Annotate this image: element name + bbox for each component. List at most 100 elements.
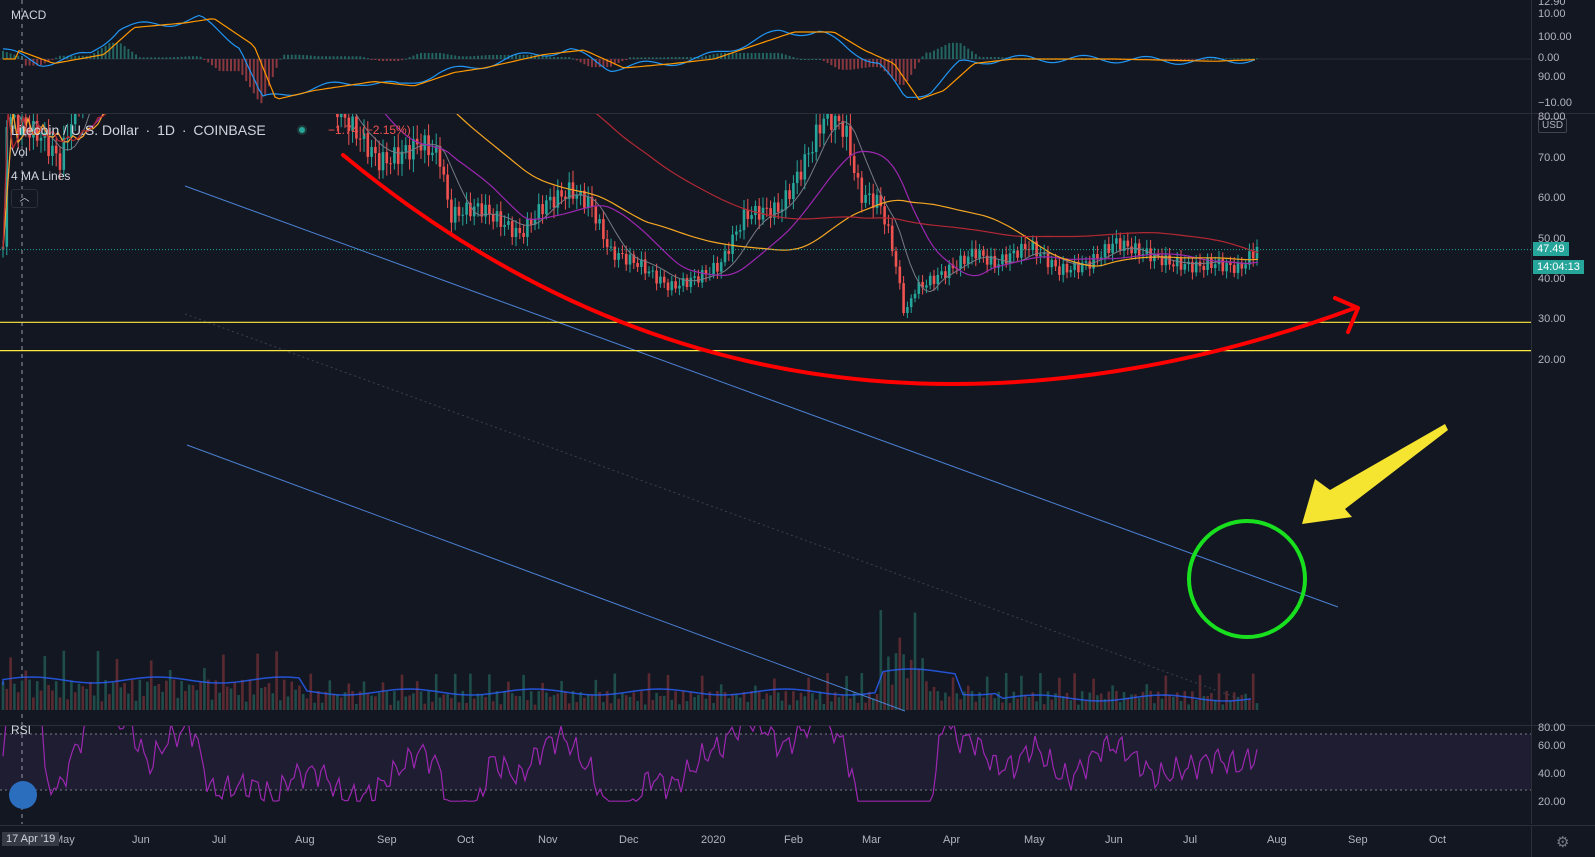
macd-histogram-bar xyxy=(340,56,343,59)
volume-bar xyxy=(925,681,928,710)
candle-body xyxy=(1001,254,1004,265)
volume-bar xyxy=(241,679,244,710)
volume-bar xyxy=(43,656,47,710)
candle-body xyxy=(799,171,803,180)
candle-body xyxy=(453,206,457,223)
macd-histogram-bar xyxy=(1001,57,1004,59)
time-axis-tick: Oct xyxy=(1429,834,1447,846)
gear-icon[interactable]: ⚙ xyxy=(1556,834,1570,851)
candle-body xyxy=(837,115,841,122)
volume-bar xyxy=(1134,694,1137,710)
candle-body xyxy=(966,256,970,264)
rsi-axis[interactable]: 80.00 60.00 40.00 20.00 xyxy=(1531,722,1595,824)
volume-bar xyxy=(666,675,670,710)
symbol-title[interactable]: Litecoin / U.S. Dollar · 1D · COINBASE xyxy=(11,122,266,138)
volume-bar xyxy=(826,673,829,710)
candle-body xyxy=(738,230,742,232)
macd-histogram-bar xyxy=(351,56,354,59)
volume-bar xyxy=(92,695,96,710)
chevron-up-icon[interactable]: ︿ xyxy=(11,189,38,208)
macd-histogram-bar xyxy=(746,52,749,59)
macd-histogram-bar xyxy=(1206,58,1209,60)
macd-histogram-bar xyxy=(423,52,426,59)
volume-bar xyxy=(244,701,248,710)
price-axis[interactable]: USD 160.00150.00140.00130.00120.00110.00… xyxy=(1531,0,1595,726)
volume-bar xyxy=(1111,685,1114,710)
volume-bar xyxy=(476,693,480,710)
volume-bar xyxy=(963,691,966,710)
channel-upper-line xyxy=(184,185,1339,608)
volume-bar xyxy=(845,675,848,710)
macd-histogram-bar xyxy=(731,52,734,59)
macd-histogram-bar xyxy=(712,54,715,59)
macd-histogram-bar xyxy=(883,59,886,72)
macd-histogram-bar xyxy=(830,59,833,66)
candle-body xyxy=(480,203,484,217)
volume-bar xyxy=(370,695,373,710)
macd-histogram-bar xyxy=(416,54,419,59)
candle-body xyxy=(670,281,674,291)
volume-bar xyxy=(697,694,700,710)
macd-histogram-bar xyxy=(157,57,160,59)
volume-bar xyxy=(533,704,537,710)
volume-bar xyxy=(423,703,427,710)
candle-body xyxy=(1054,259,1057,267)
volume-bar xyxy=(795,700,799,710)
volume-bar xyxy=(461,691,465,710)
candle-body xyxy=(567,182,571,199)
candle-body xyxy=(377,153,381,171)
volume-bar xyxy=(651,699,655,710)
macd-histogram-bar xyxy=(81,55,84,59)
volume-bar xyxy=(469,673,472,710)
macd-price-axis[interactable]: 12.90 10.00 0.00 −10.00 xyxy=(1531,0,1595,114)
candle-body xyxy=(814,124,818,153)
price-axis-tick: 60.00 xyxy=(1538,192,1566,205)
macd-histogram-bar xyxy=(686,56,688,59)
candle-body xyxy=(678,285,681,289)
currency-badge[interactable]: USD xyxy=(1538,118,1568,133)
rsi-pane[interactable]: RSI xyxy=(0,723,1531,824)
macd-histogram-bar xyxy=(1164,59,1167,60)
volume-bar xyxy=(347,683,351,710)
volume-bar xyxy=(153,685,157,710)
macd-histogram-bar xyxy=(306,55,308,59)
volume-bar xyxy=(868,691,871,710)
volume-bar xyxy=(1160,698,1164,710)
candle-body xyxy=(807,153,810,155)
candle-body xyxy=(545,200,548,215)
candle-body xyxy=(1191,261,1194,273)
settings-corner[interactable]: ⚙ xyxy=(1531,825,1595,857)
price-axis-tick: 110.00 xyxy=(1538,0,1571,2)
macd-axis-tick: 0.00 xyxy=(1538,52,1560,64)
macd-histogram-bar xyxy=(613,59,616,65)
macd-histogram-bar xyxy=(36,59,39,66)
vol-legend[interactable]: Vol xyxy=(11,145,28,159)
macd-histogram-bar xyxy=(545,56,548,59)
volume-bar xyxy=(438,697,442,710)
volume-bar xyxy=(1206,695,1209,710)
macd-histogram-bar xyxy=(252,59,255,94)
volume-bar xyxy=(894,653,898,710)
volume-bar xyxy=(339,697,343,710)
candle-body xyxy=(529,218,533,225)
macd-histogram-bar xyxy=(1210,58,1213,60)
candle-body xyxy=(617,253,620,260)
macd-histogram-bar xyxy=(556,56,559,59)
volume-bar xyxy=(320,702,324,710)
volume-bar xyxy=(374,696,377,710)
volume-bar xyxy=(286,696,290,710)
volume-bar xyxy=(738,697,742,710)
volume-bar xyxy=(1058,677,1061,710)
candle-body xyxy=(408,145,411,160)
ma-legend[interactable]: 4 MA Lines xyxy=(11,169,71,183)
macd-histogram-bar xyxy=(564,56,567,59)
candle-body xyxy=(704,270,708,275)
time-axis[interactable]: May Jun Jul Aug Sep Oct Nov Dec 2020 Feb Mar Apr May… xyxy=(0,825,1531,857)
candle-body xyxy=(1194,261,1198,273)
macd-histogram-bar xyxy=(610,59,612,67)
volume-bar xyxy=(381,682,385,710)
tradingview-logo-icon[interactable] xyxy=(9,781,37,809)
macd-pane[interactable]: MACD xyxy=(0,0,1531,114)
candle-body xyxy=(9,117,12,128)
price-pane[interactable]: Litecoin / U.S. Dollar · 1D · COINBASE −… xyxy=(0,114,1531,726)
